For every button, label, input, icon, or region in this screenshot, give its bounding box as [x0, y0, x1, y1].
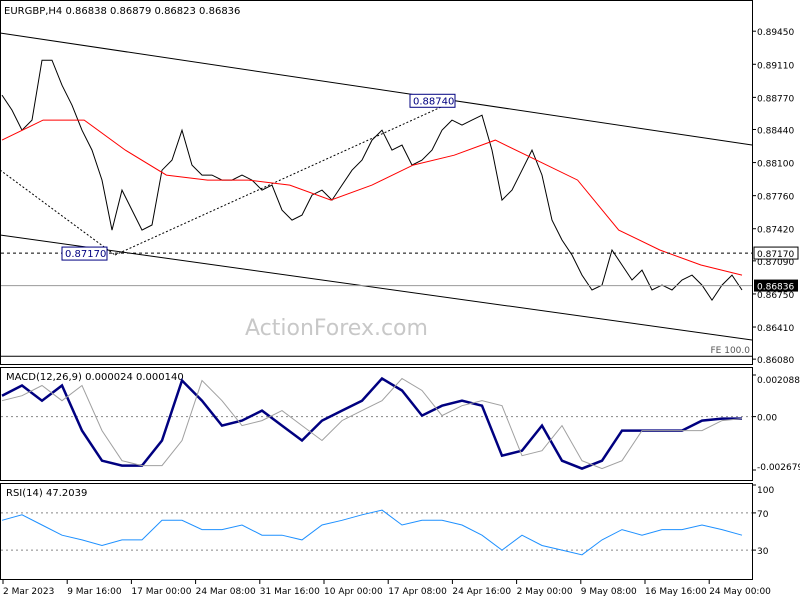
series-line: [1, 376, 742, 470]
level-label: 0.86836: [757, 283, 794, 293]
series-line: [1, 119, 743, 276]
y-tick-label: 0.00: [757, 414, 777, 424]
x-tick-label: 10 Apr 00:00: [324, 587, 383, 597]
x-tick-label: 9 Mar 16:00: [67, 587, 122, 597]
level-label: 0.87170: [757, 250, 794, 260]
x-tick-label: 17 Apr 08:00: [388, 587, 447, 597]
channel-upper: [0, 32, 753, 146]
x-tick-label: 17 Mar 00:00: [131, 587, 191, 597]
x-tick-label: 2 Mar 2023: [3, 587, 54, 597]
y-tick-label: 0.88770: [757, 94, 794, 104]
y-tick-label: 0.88100: [757, 160, 794, 170]
x-tick-label: 24 May 00:00: [709, 587, 771, 597]
y-tick-label: 100: [757, 486, 774, 496]
annotation: 0.88740: [413, 96, 454, 107]
y-tick-label: 0.87760: [757, 193, 794, 203]
y-tick-label: 0.89110: [757, 61, 794, 71]
x-tick-label: 2 May 00:00: [517, 587, 573, 597]
annotation-box: [409, 93, 456, 108]
annotation: 0.87170: [65, 249, 106, 260]
y-tick-label: 70: [757, 510, 769, 520]
x-tick-label: 9 May 08:00: [581, 587, 637, 597]
y-tick-label: 0.86080: [757, 356, 794, 366]
x-tick-label: 24 Mar 08:00: [196, 587, 256, 597]
series-line: [1, 509, 743, 556]
main-panel: [0, 0, 753, 365]
rsi-panel: [0, 483, 753, 580]
y-tick-label: 0.87090: [757, 258, 794, 268]
x-tick-label: 31 Mar 16:00: [260, 587, 320, 597]
y-tick-label: 0.87420: [757, 226, 794, 236]
series-line: [1, 59, 743, 302]
series-line: [1, 377, 743, 470]
watermark: ActionForex.com: [245, 316, 428, 341]
channel-lower: [0, 234, 753, 341]
macd-title: MACD(12,26,9) 0.000024 0.000140: [6, 372, 184, 383]
annotation-box: [61, 246, 108, 261]
level-label: FE 100.0: [711, 346, 751, 356]
y-tick-label: 0.86410: [757, 324, 794, 334]
chart-title: EURGBP,H4 0.86838 0.86879 0.86823 0.8683…: [4, 6, 240, 17]
y-tick-label: 0.88440: [757, 126, 794, 136]
y-tick-label: 30: [757, 547, 769, 557]
fib-line: [114, 102, 451, 256]
y-tick-label: 0.86750: [757, 291, 794, 301]
rsi-title: RSI(14) 47.2039: [6, 488, 87, 499]
x-tick-label: 16 May 16:00: [645, 587, 707, 597]
x-tick-label: 24 Apr 16:00: [452, 587, 511, 597]
level-box: [754, 279, 798, 292]
y-tick-label: 0.002088: [757, 376, 800, 386]
level-box: [753, 246, 799, 260]
y-tick-label: 0.89450: [757, 28, 794, 38]
y-tick-label: -0.002679: [757, 463, 800, 473]
macd-panel: [0, 367, 753, 481]
